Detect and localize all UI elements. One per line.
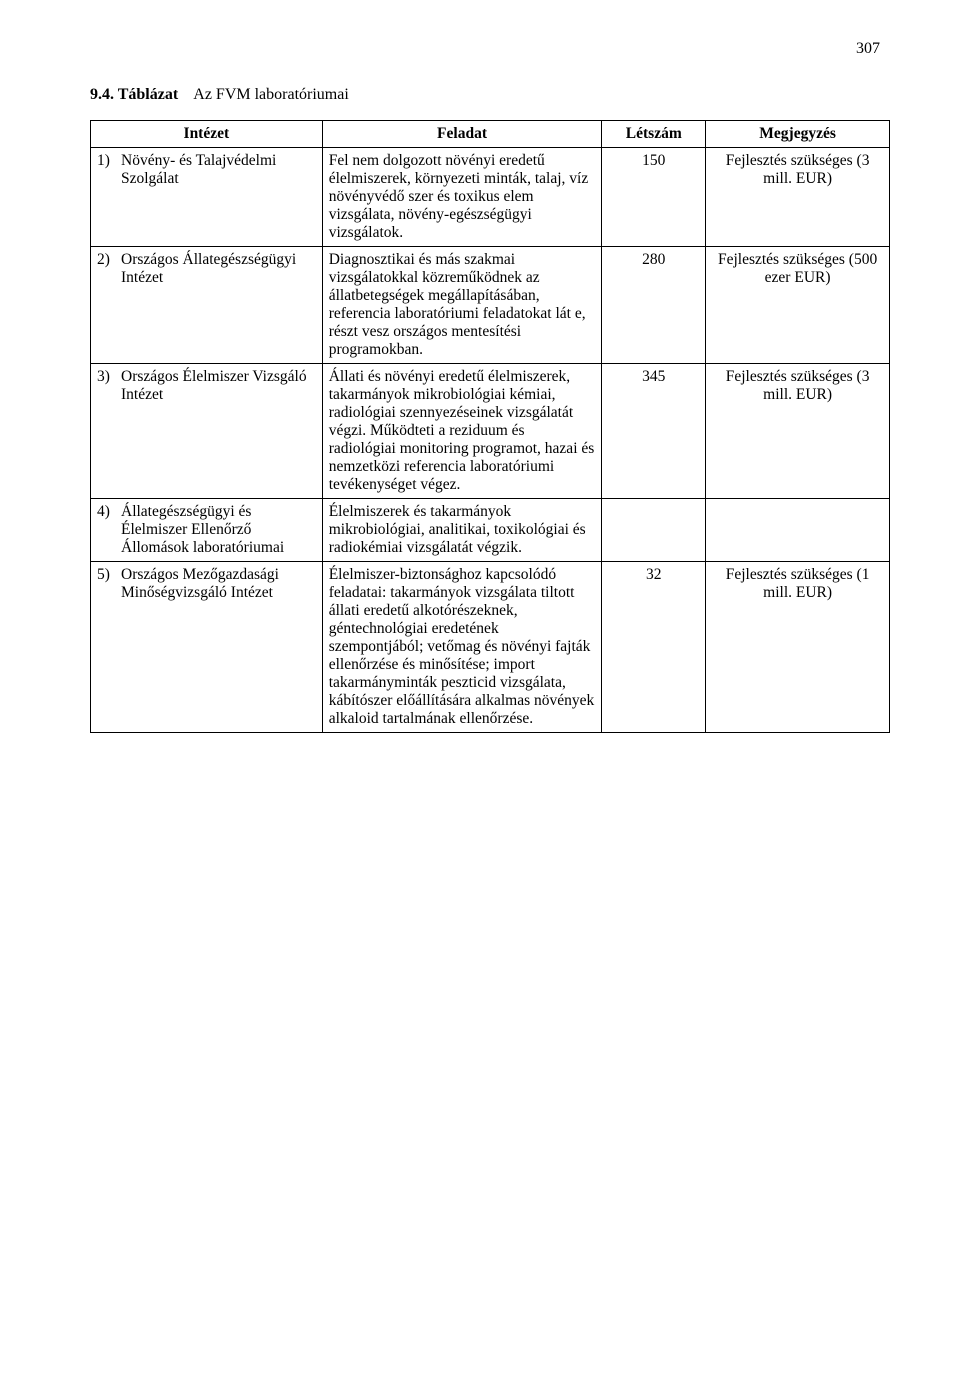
cell-intezet: 5) Országos Mezőgazdasági Minőségvizsgál… xyxy=(91,562,323,733)
table-header-row: Intézet Feladat Létszám Megjegyzés xyxy=(91,121,890,148)
table-title: 9.4. Táblázat Az FVM laboratóriumai xyxy=(90,86,890,104)
row-intezet-text: Országos Élelmiszer Vizsgáló Intézet xyxy=(121,368,316,404)
cell-intezet: 2) Országos Állategészségügyi Intézet xyxy=(91,247,323,364)
table-row: 1) Növény- és Talajvédelmi Szolgálat Fel… xyxy=(91,148,890,247)
cell-megjegyzes: Fejlesztés szükséges (3 mill. EUR) xyxy=(706,364,890,499)
page-number: 307 xyxy=(90,40,890,58)
row-number: 3) xyxy=(97,368,121,404)
row-intezet-text: Növény- és Talajvédelmi Szolgálat xyxy=(121,152,316,188)
row-intezet-text: Állategészségügyi és Élelmiszer Ellenőrz… xyxy=(121,503,316,557)
cell-feladat: Fel nem dolgozott növényi eredetű élelmi… xyxy=(322,148,602,247)
cell-megjegyzes: Fejlesztés szükséges (500 ezer EUR) xyxy=(706,247,890,364)
cell-feladat: Élelmiszer-biztonsághoz kapcsolódó felad… xyxy=(322,562,602,733)
table-row: 2) Országos Állategészségügyi Intézet Di… xyxy=(91,247,890,364)
table-title-prefix: 9.4. Táblázat xyxy=(90,86,178,103)
cell-megjegyzes xyxy=(706,499,890,562)
cell-letszam: 280 xyxy=(602,247,706,364)
row-number: 2) xyxy=(97,251,121,287)
cell-feladat: Élelmiszerek és takarmányok mikrobiológi… xyxy=(322,499,602,562)
table-row: 4) Állategészségügyi és Élelmiszer Ellen… xyxy=(91,499,890,562)
table-title-rest: Az FVM laboratóriumai xyxy=(178,86,349,103)
row-number: 1) xyxy=(97,152,121,188)
cell-feladat: Állati és növényi eredetű élelmiszerek, … xyxy=(322,364,602,499)
cell-megjegyzes: Fejlesztés szükséges (3 mill. EUR) xyxy=(706,148,890,247)
col-header-megjegyzes: Megjegyzés xyxy=(706,121,890,148)
col-header-letszam: Létszám xyxy=(602,121,706,148)
cell-megjegyzes: Fejlesztés szükséges (1 mill. EUR) xyxy=(706,562,890,733)
cell-letszam xyxy=(602,499,706,562)
cell-letszam: 150 xyxy=(602,148,706,247)
cell-feladat: Diagnosztikai és más szakmai vizsgálatok… xyxy=(322,247,602,364)
table-row: 5) Országos Mezőgazdasági Minőségvizsgál… xyxy=(91,562,890,733)
cell-letszam: 345 xyxy=(602,364,706,499)
cell-intezet: 3) Országos Élelmiszer Vizsgáló Intézet xyxy=(91,364,323,499)
table-body: 1) Növény- és Talajvédelmi Szolgálat Fel… xyxy=(91,148,890,733)
cell-intezet: 4) Állategészségügyi és Élelmiszer Ellen… xyxy=(91,499,323,562)
fvm-labs-table: Intézet Feladat Létszám Megjegyzés 1) Nö… xyxy=(90,120,890,733)
table-row: 3) Országos Élelmiszer Vizsgáló Intézet … xyxy=(91,364,890,499)
row-number: 4) xyxy=(97,503,121,557)
col-header-feladat: Feladat xyxy=(322,121,602,148)
col-header-intezet: Intézet xyxy=(91,121,323,148)
cell-letszam: 32 xyxy=(602,562,706,733)
row-number: 5) xyxy=(97,566,121,602)
row-intezet-text: Országos Állategészségügyi Intézet xyxy=(121,251,316,287)
row-intezet-text: Országos Mezőgazdasági Minőségvizsgáló I… xyxy=(121,566,316,602)
cell-intezet: 1) Növény- és Talajvédelmi Szolgálat xyxy=(91,148,323,247)
